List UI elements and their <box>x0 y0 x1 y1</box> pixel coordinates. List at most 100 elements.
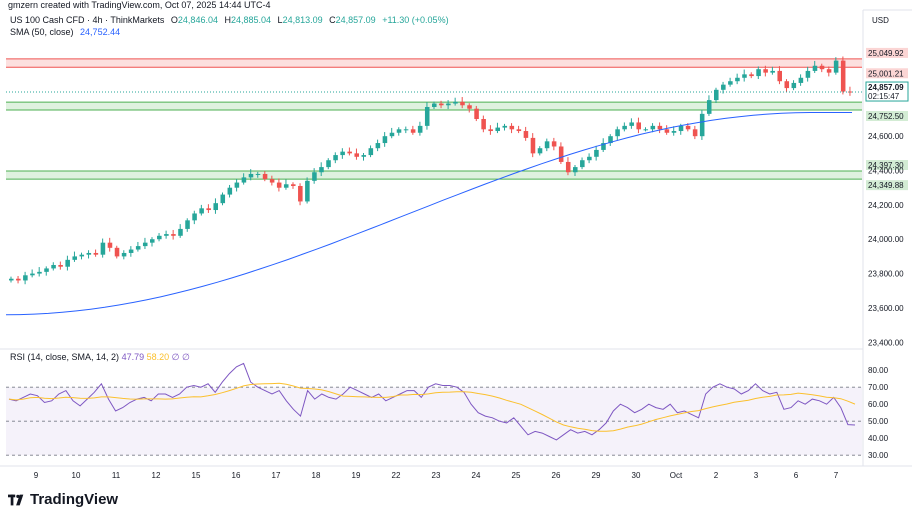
ohlc-open-label: O <box>170 15 178 25</box>
time-tick-label: 26 <box>552 471 561 480</box>
candle <box>340 151 345 156</box>
ohlc-close: 24,857.09 <box>335 15 376 25</box>
ohlc-high-label: H <box>224 15 231 25</box>
symbol-title[interactable]: US 100 Cash CFD · 4h · ThinkMarkets <box>10 15 165 25</box>
candle <box>192 213 197 221</box>
candle <box>396 129 402 133</box>
candle <box>805 70 811 78</box>
candle <box>298 185 303 202</box>
candle <box>565 161 571 173</box>
zone-label-bg-2-0 <box>866 159 908 170</box>
candle <box>516 129 522 132</box>
sma-label: SMA (50, close) <box>10 27 74 37</box>
tradingview-logo: TradingView <box>8 491 118 508</box>
sma-value: 24,752.44 <box>80 27 121 37</box>
zone-support-2 <box>6 170 862 180</box>
candle <box>833 60 839 73</box>
candle <box>791 82 797 89</box>
candle <box>551 141 557 147</box>
candle <box>37 271 42 274</box>
candle <box>417 125 423 133</box>
candle <box>453 101 458 104</box>
candle <box>389 132 395 137</box>
symbol-legend: US 100 Cash CFD · 4h · ThinkMarkets O24,… <box>10 15 453 25</box>
time-tick-label: 18 <box>312 471 321 480</box>
candle <box>410 129 416 133</box>
candle <box>509 125 515 130</box>
rsi-tick-label: 50.00 <box>868 417 889 426</box>
candle <box>728 81 733 85</box>
time-tick-label: 16 <box>232 471 241 480</box>
candle <box>305 180 310 202</box>
candle <box>185 220 190 229</box>
candle <box>276 182 282 188</box>
zone-resistance-0 <box>6 58 862 68</box>
candle <box>812 65 818 71</box>
zone-label-2-0: 24,397.30 <box>868 161 904 170</box>
time-tick-label: 15 <box>192 471 201 480</box>
candle <box>826 69 832 73</box>
candle <box>678 125 684 132</box>
last-price-label: 24,857.09 <box>868 83 904 92</box>
time-tick-label: 7 <box>834 471 839 480</box>
candle <box>291 184 296 186</box>
ohlc-open: 24,846.04 <box>177 15 218 25</box>
candle <box>171 234 176 236</box>
time-tick-label: 10 <box>72 471 81 480</box>
candle <box>354 153 359 157</box>
candle <box>523 131 529 138</box>
candle <box>403 129 409 131</box>
candle <box>199 208 204 214</box>
candle <box>537 148 543 154</box>
candle <box>16 278 21 281</box>
sma-line <box>5 112 852 316</box>
time-tick-label: 29 <box>592 471 601 480</box>
time-tick-label: 25 <box>512 471 521 480</box>
candle <box>629 122 634 126</box>
time-tick-label: 17 <box>272 471 281 480</box>
candle <box>213 203 218 211</box>
candle <box>432 103 437 107</box>
time-tick-label: 12 <box>152 471 161 480</box>
time-tick-label: 2 <box>714 471 719 480</box>
candle <box>9 278 14 281</box>
rsi-sma-line <box>8 382 856 432</box>
rsi-tick-label: 30.00 <box>868 451 889 460</box>
rsi-value: 47.79 <box>121 352 145 362</box>
candle <box>840 60 846 92</box>
candle <box>847 91 853 93</box>
candle <box>312 172 317 181</box>
ohlc-change: +11.30 (+0.05%) <box>382 15 449 25</box>
candle <box>685 125 691 130</box>
candle <box>636 122 641 130</box>
candle <box>44 268 49 272</box>
candle <box>424 106 430 126</box>
candle <box>706 100 712 114</box>
sma-legend[interactable]: SMA (50, close) 24,752.44 <box>10 27 124 37</box>
candle <box>319 167 324 173</box>
candle <box>220 194 226 204</box>
candle <box>135 246 141 250</box>
rsi-tick-label: 80.00 <box>868 366 889 375</box>
candle <box>749 74 754 77</box>
ohlc-high: 24,885.04 <box>230 15 272 25</box>
candle <box>121 252 127 257</box>
candle <box>382 136 388 144</box>
candle <box>142 242 148 247</box>
countdown-label: 02:15:47 <box>868 92 900 101</box>
rsi-sma-value: 58.20 <box>146 352 170 362</box>
candle <box>30 273 35 276</box>
price-tick-label: 24,400.00 <box>868 167 904 176</box>
candle <box>347 151 352 154</box>
rsi-legend[interactable]: RSI (14, close, SMA, 14, 2) 47.79 58.20 … <box>10 352 190 363</box>
candle <box>157 235 162 240</box>
ohlc-low: 24,813.09 <box>282 15 323 25</box>
candle <box>784 81 790 89</box>
candle <box>819 65 825 70</box>
price-tick-label: 23,600.00 <box>868 304 904 313</box>
candle <box>128 249 134 253</box>
candle <box>375 143 381 149</box>
price-tick-label: 24,000.00 <box>868 235 904 244</box>
candle <box>735 77 740 82</box>
